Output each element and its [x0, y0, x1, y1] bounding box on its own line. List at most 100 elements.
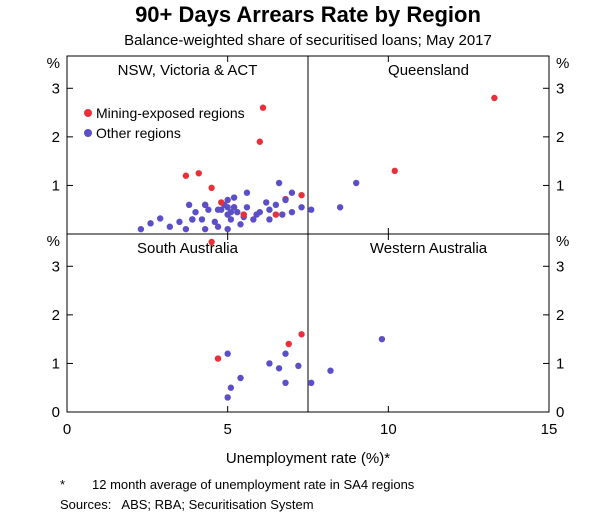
other-region-point [156, 215, 164, 222]
y-tick-label: 1 [556, 177, 564, 194]
y-unit-label: % [556, 55, 569, 72]
mining-region-point [491, 94, 498, 102]
other-region-point [198, 216, 206, 223]
other-region-point [253, 211, 260, 218]
mining-region-point [259, 104, 267, 111]
other-region-point [227, 208, 235, 216]
other-region-point [308, 379, 315, 387]
y-tick-label: 0 [556, 404, 564, 421]
mining-region-point [298, 331, 305, 338]
other-region-point [185, 201, 193, 209]
y-tick-label: 1 [556, 355, 564, 372]
mining-region-point [195, 170, 202, 177]
x-tick-label: 15 [541, 421, 558, 438]
other-region-point [288, 208, 296, 216]
x-tick-label: 5 [223, 421, 231, 438]
other-region-point [243, 189, 251, 196]
y-tick-label: 3 [556, 80, 564, 97]
y-unit-label: % [47, 233, 60, 250]
other-region-point [327, 367, 334, 374]
chart-subtitle: Balance-weighted share of securitised lo… [124, 32, 492, 49]
other-region-point [298, 204, 305, 211]
mining-region-point [391, 167, 398, 175]
legend-other-label: Other regions [96, 125, 181, 141]
other-region-point [272, 201, 280, 209]
mining-region-point [214, 355, 222, 362]
mining-region-point [208, 238, 215, 246]
panel-title: NSW, Victoria & ACT [118, 62, 258, 79]
other-region-point [205, 206, 212, 213]
other-region-point [201, 201, 209, 209]
other-region-point [336, 204, 344, 211]
x-tick-label: 10 [380, 421, 397, 438]
other-region-point [275, 365, 283, 372]
mining-region-point [218, 199, 225, 206]
legend-mining-label: Mining-exposed regions [96, 105, 245, 121]
other-region-point [237, 374, 244, 382]
other-region-point [266, 216, 273, 223]
other-region-point [137, 225, 145, 233]
y-tick-label: 2 [556, 129, 564, 146]
other-region-point [147, 220, 154, 227]
other-region-point [227, 384, 235, 391]
other-region-point [189, 216, 196, 223]
y-tick-label: 1 [52, 355, 60, 372]
footnote-text: 12 month average of unemployment rate in… [92, 477, 415, 492]
other-region-point [176, 218, 183, 226]
other-region-point [214, 206, 222, 213]
mining-region-point [272, 211, 280, 218]
other-region-point [243, 204, 251, 211]
y-unit-label: % [47, 55, 60, 72]
other-region-point [237, 221, 244, 228]
other-region-point [182, 225, 190, 233]
mining-region-point [182, 172, 190, 179]
x-axis-label: Unemployment rate (%)* [225, 450, 391, 467]
other-region-point [227, 216, 235, 223]
other-region-point [266, 206, 273, 213]
other-region-point [282, 196, 289, 204]
footnote-marker: * [60, 477, 66, 492]
other-region-point [353, 179, 360, 187]
chart-title: 90+ Days Arrears Rate by Region [135, 2, 481, 27]
other-region-point [250, 216, 257, 223]
y-tick-label: 1 [52, 177, 60, 194]
other-region-point [224, 204, 231, 211]
sources-note: Sources: ABS; RBA; Securitisation System [60, 497, 314, 512]
other-region-point [288, 189, 296, 196]
y-tick-label: 3 [52, 80, 60, 97]
other-region-point [308, 206, 315, 213]
other-region-point [230, 194, 238, 201]
y-tick-label: 3 [556, 258, 564, 275]
mining-region-point [208, 184, 215, 192]
mining-region-point [240, 211, 247, 218]
mining-region-point [285, 340, 292, 348]
y-tick-label: 0 [52, 404, 60, 421]
mining-region-point [298, 191, 305, 199]
other-region-point [234, 208, 241, 216]
y-tick-label: 2 [52, 129, 60, 146]
y-unit-label: % [556, 233, 569, 250]
other-region-point [378, 335, 386, 343]
data-points [137, 94, 498, 401]
panel-title: South Australia [137, 240, 239, 257]
other-region-point [263, 199, 270, 206]
other-region-point [166, 223, 174, 230]
other-region-point [279, 211, 286, 218]
other-region-point [192, 208, 199, 216]
y-tick-label: 3 [52, 258, 60, 275]
other-region-point [230, 204, 238, 211]
other-region-point [295, 362, 302, 370]
panel-title: Western Australia [370, 240, 488, 257]
mining-region-point [256, 138, 263, 145]
other-region-point [224, 350, 231, 357]
other-region-point [282, 350, 289, 357]
x-tick-label: 0 [63, 421, 71, 438]
y-tick-label: 2 [556, 307, 564, 324]
other-region-point [201, 225, 209, 233]
other-region-point [224, 196, 231, 204]
panel-title: Queensland [388, 62, 469, 79]
other-region-point [275, 179, 283, 187]
other-region-point [282, 379, 289, 387]
legend-mining-marker [84, 109, 92, 117]
